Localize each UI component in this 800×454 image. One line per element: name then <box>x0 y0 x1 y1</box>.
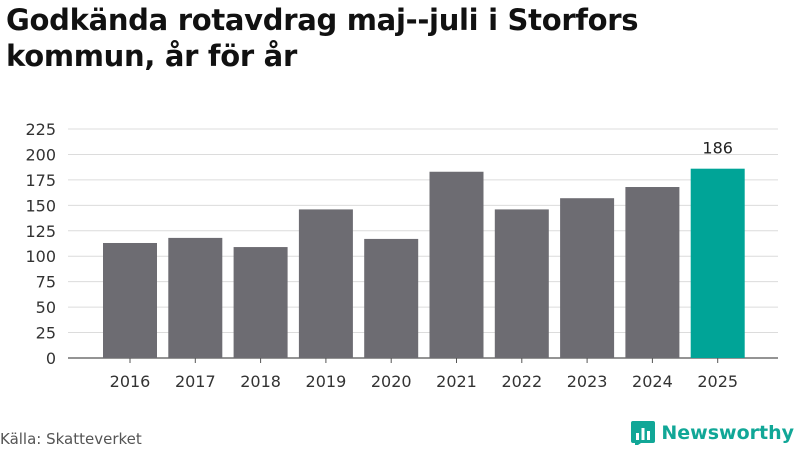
bar-2020 <box>364 238 419 358</box>
data-label: 186 <box>702 139 733 158</box>
x-tick-label: 2019 <box>306 372 347 391</box>
source-note: Källa: Skatteverket <box>0 430 142 448</box>
x-tick-label: 2021 <box>436 372 477 391</box>
x-tick-label: 2017 <box>175 372 216 391</box>
y-tick-label: 25 <box>36 324 56 343</box>
bar-2025 <box>690 168 745 358</box>
y-tick-label: 75 <box>36 273 56 292</box>
bar-2021 <box>429 171 484 358</box>
y-axis-ticks: 0 25 50 75 100 125 150 175 200 225 <box>25 120 56 368</box>
bar-2019 <box>298 209 353 358</box>
y-tick-label: 125 <box>25 222 56 241</box>
y-tick-label: 100 <box>25 247 56 266</box>
bar-2017 <box>168 237 223 358</box>
x-tick-label: 2024 <box>632 372 673 391</box>
bar-2024 <box>625 187 680 358</box>
x-tick-label: 2016 <box>110 372 151 391</box>
x-tick-label: 2020 <box>371 372 412 391</box>
brand-name: Newsworthy <box>661 422 794 444</box>
y-tick-label: 200 <box>25 145 56 164</box>
x-tick-label: 2025 <box>697 372 738 391</box>
y-tick-label: 150 <box>25 196 56 215</box>
y-tick-label: 175 <box>25 171 56 190</box>
y-tick-label: 225 <box>25 120 56 139</box>
y-tick-label: 0 <box>46 349 56 368</box>
x-tick-label: 2023 <box>567 372 608 391</box>
bars <box>103 168 745 358</box>
x-tick-label: 2022 <box>501 372 542 391</box>
y-tick-label: 50 <box>36 298 56 317</box>
x-tick-label: 2018 <box>240 372 281 391</box>
newsworthy-logo-icon <box>631 421 656 445</box>
bar-2016 <box>103 242 157 358</box>
x-axis-ticks: 2016 2017 2018 2019 2020 2021 2022 2023 2024 2025 <box>110 358 738 391</box>
value-labels: 186 <box>702 139 733 158</box>
bar-2023 <box>560 198 615 358</box>
chart-title: Godkända rotavdrag maj--juli i Storfors … <box>6 3 639 73</box>
bar-2022 <box>494 209 549 358</box>
bar-2018 <box>233 247 288 358</box>
brand-logo: Newsworthy <box>631 420 794 446</box>
